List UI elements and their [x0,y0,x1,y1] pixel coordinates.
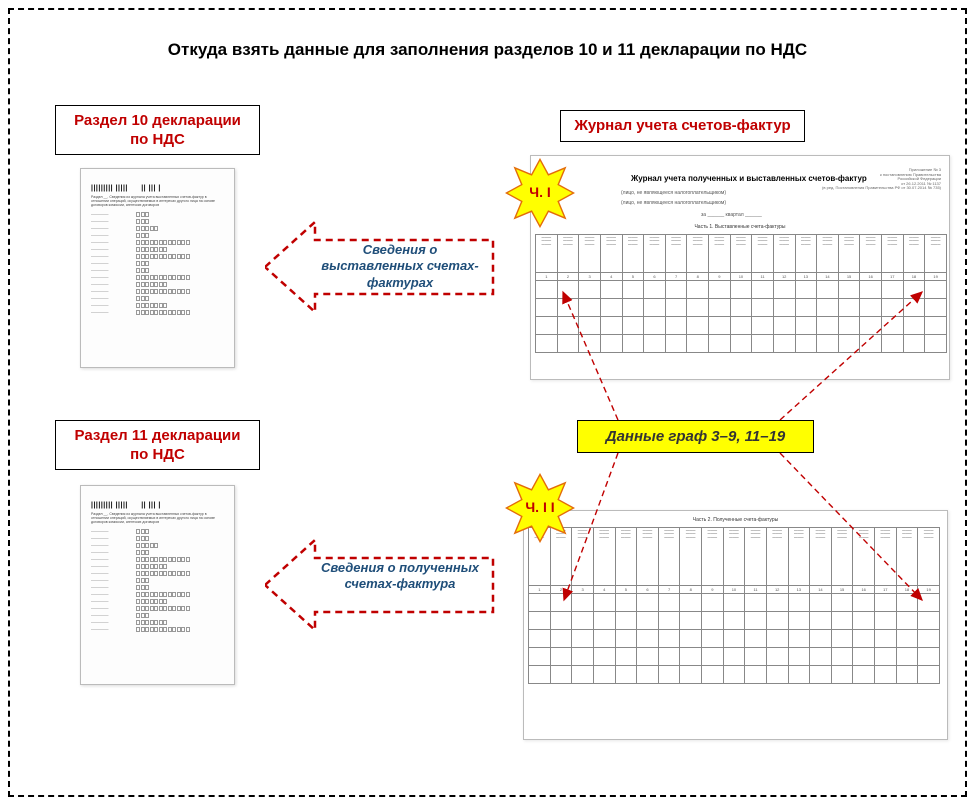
journal-doc-meta: Приложение № 3 к постановлению Правитель… [822,168,941,191]
box-journal: Журнал учета счетов-фактур [560,110,805,142]
arrow-received-caption: Сведения о полученных счетах-фактура [315,560,485,593]
declaration-section10-thumb: ||||||||| ||||| || ||| |Раздел __. Сведе… [80,168,235,368]
journal-part1-title: Часть 1. Выставленные счета-фактуры [531,224,949,230]
box-section-10: Раздел 10 декларации по НДС [55,105,260,155]
arrow-issued: Сведения о выставленных счетах-фактурах [265,212,495,322]
star-part2: Ч. I I [505,473,575,543]
page-title: Откуда взять данные для заполнения разде… [10,40,965,60]
journal-part1-sheet: Журнал учета полученных и выставленных с… [530,155,950,380]
declaration-section11-thumb: ||||||||| ||||| || ||| |Раздел __. Сведе… [80,485,235,685]
arrow-issued-caption: Сведения о выставленных счетах-фактурах [315,242,485,291]
arrow-received: Сведения о полученных счетах-фактура [265,530,495,640]
box-section-11-label: Раздел 11 декларации по НДС [66,426,249,465]
box-section-11: Раздел 11 декларации по НДС [55,420,260,470]
box-section-10-label: Раздел 10 декларации по НДС [66,111,249,150]
journal-part2-table: ————————————————————————————————————————… [528,527,940,684]
columns-note-label: Данные граф 3–9, 11–19 [606,428,786,445]
star-part2-label: Ч. I I [525,500,554,515]
box-journal-label: Журнал учета счетов-фактур [574,116,790,136]
star-part1: Ч. I [505,158,575,228]
journal-part2-title: Часть 2. Полученные счета-фактуры [524,517,947,523]
diagram-frame: Откуда взять данные для заполнения разде… [8,8,967,797]
journal-part1-table: ————————————————————————————————————————… [535,234,947,353]
journal-part2-sheet: Часть 2. Полученные счета-фактуры ——————… [523,510,948,740]
star-part1-label: Ч. I [529,185,551,200]
columns-note-box: Данные граф 3–9, 11–19 [577,420,814,453]
